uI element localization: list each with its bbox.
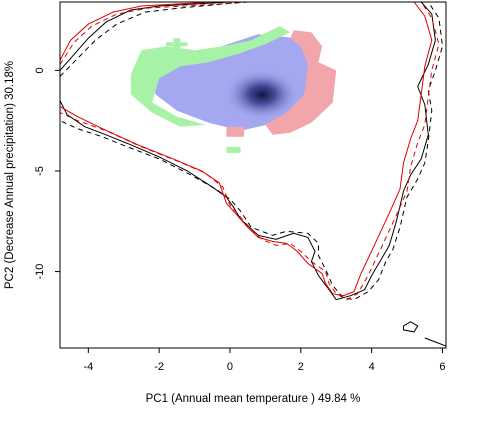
contour-species2_env_solid xyxy=(60,2,433,297)
x-tick-label: 0 xyxy=(227,361,233,373)
region-species2_only_dot xyxy=(226,126,245,137)
contour-species1_env_corner xyxy=(424,337,446,347)
y-axis: 0 -5 -10 xyxy=(34,67,60,280)
region-species1_only_main xyxy=(130,26,291,127)
plot-frame xyxy=(59,1,447,349)
x-tick-label: 2 xyxy=(298,361,304,373)
x-tick-label: 4 xyxy=(369,361,375,373)
y-axis-title: PC2 (Decrease Annual precipitation) 30.1… xyxy=(4,61,16,289)
region-species1_only_cross xyxy=(166,38,188,51)
x-tick-label: 6 xyxy=(439,361,445,373)
contour-species1_env_solid xyxy=(60,2,436,301)
contour-species1_env_island xyxy=(403,321,419,333)
region-species2_only xyxy=(265,30,337,135)
region-species1_only_dot xyxy=(226,146,241,153)
y-tick-label: -10 xyxy=(34,264,46,280)
x-tick-label: -2 xyxy=(154,361,164,373)
contour-species2_env_dashed xyxy=(60,2,440,301)
y-tick-label: 0 xyxy=(34,67,46,73)
y-tick-label: -5 xyxy=(34,166,46,176)
density-peak xyxy=(223,68,300,121)
x-axis-title: PC1 (Annual mean temperature ) 49.84 % xyxy=(146,393,361,405)
x-axis: -4 -2 0 2 4 6 xyxy=(83,348,446,373)
x-tick-label: -4 xyxy=(83,361,93,373)
